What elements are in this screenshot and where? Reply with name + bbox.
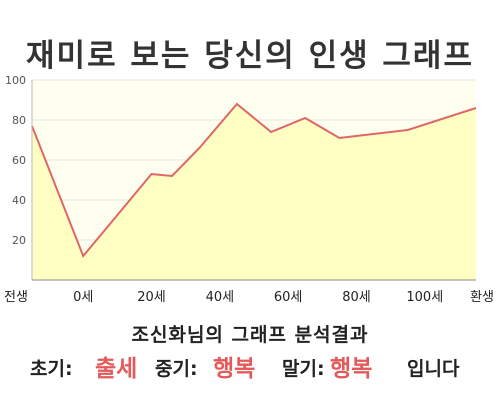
y-tick-label: 100 xyxy=(5,74,26,87)
x-tick-label: 80세 xyxy=(342,290,371,305)
x-axis-ticks: 전생 0세 20세 40세 60세 80세 100세 환생 xyxy=(4,290,494,305)
x-tick-label: 전생 xyxy=(4,290,28,305)
mid-value: 행복 xyxy=(213,356,256,382)
series-area xyxy=(32,104,476,280)
early-value: 출세 xyxy=(95,356,138,382)
result-subtitle: 조신화님의 그래프 분석결과 xyxy=(131,324,369,346)
x-tick-label: 환생 xyxy=(470,290,494,305)
y-axis-ticks: 20 40 60 80 100 xyxy=(5,74,26,247)
life-graph-chart: 20 40 60 80 100 전생 0세 20세 40세 60세 80세 100세 환생 xyxy=(4,74,494,305)
y-tick-label: 40 xyxy=(12,194,26,207)
x-tick-label: 100세 xyxy=(406,290,443,305)
x-tick-label: 20세 xyxy=(137,290,166,305)
y-tick-label: 60 xyxy=(12,154,26,167)
series-line xyxy=(31,102,477,258)
y-tick-label: 80 xyxy=(12,114,26,127)
late-label: 말기: xyxy=(282,358,325,380)
mid-label: 중기: xyxy=(155,358,198,380)
page-title: 재미로 보는 당신의 인생 그래프 xyxy=(26,38,474,74)
x-tick-label: 60세 xyxy=(274,290,303,305)
x-tick-label: 40세 xyxy=(206,290,235,305)
x-tick-label: 0세 xyxy=(73,290,93,305)
result-summary: 초기: 출세 중기: 행복 말기: 행복 입니다 xyxy=(0,346,500,382)
early-label: 초기: xyxy=(30,358,73,380)
ending-text: 입니다 xyxy=(407,358,460,380)
y-tick-label: 20 xyxy=(12,234,26,247)
late-value: 행복 xyxy=(330,356,373,382)
